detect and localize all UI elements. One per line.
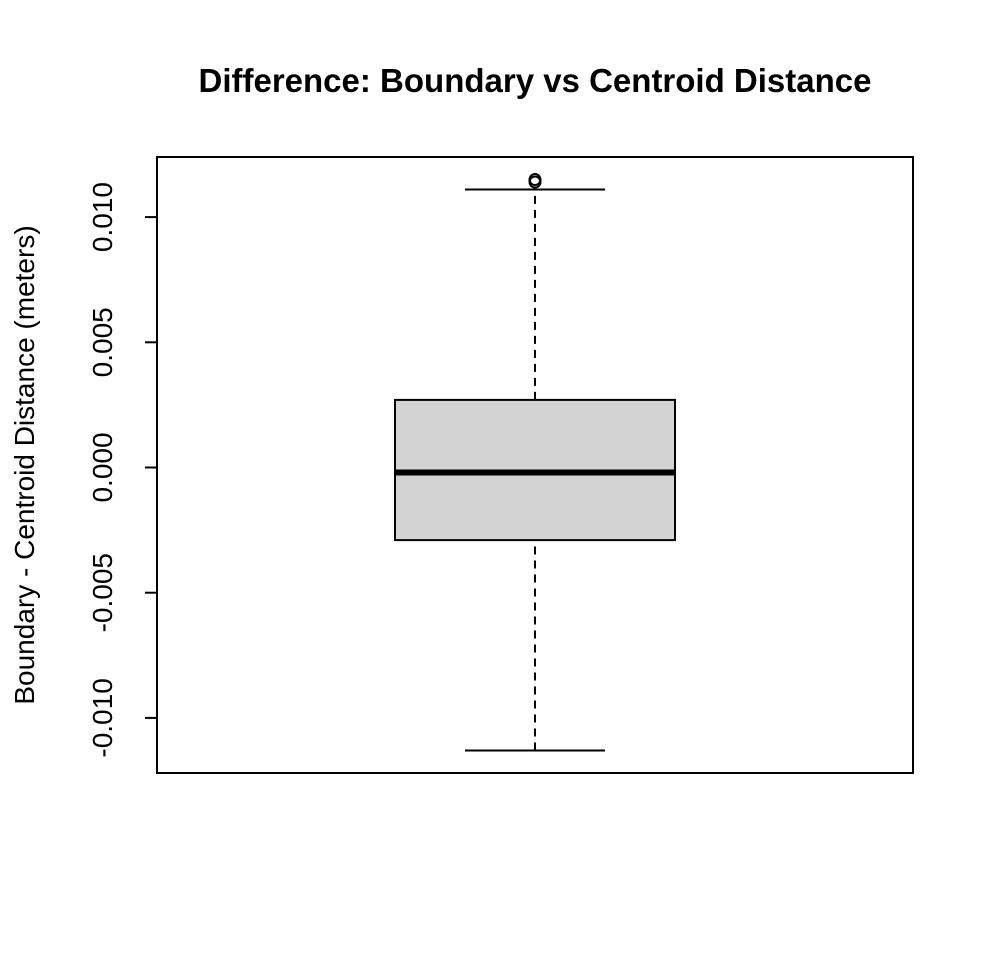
y-axis-label: Boundary - Centroid Distance (meters): [9, 225, 40, 704]
chart-title: Difference: Boundary vs Centroid Distanc…: [199, 62, 872, 99]
y-axis-label-group: Boundary - Centroid Distance (meters): [9, 225, 40, 704]
y-tick-label: 0.010: [87, 182, 118, 252]
boxplot: [394, 173, 676, 752]
y-axis: -0.010 -0.005 0.000 0.005 0.010: [87, 182, 158, 758]
y-tick-label: 0.005: [87, 307, 118, 377]
y-tick-label: -0.010: [87, 678, 118, 757]
y-tick-label: 0.000: [87, 432, 118, 502]
y-tick-label: -0.005: [87, 553, 118, 632]
outlier-point: [528, 173, 542, 187]
